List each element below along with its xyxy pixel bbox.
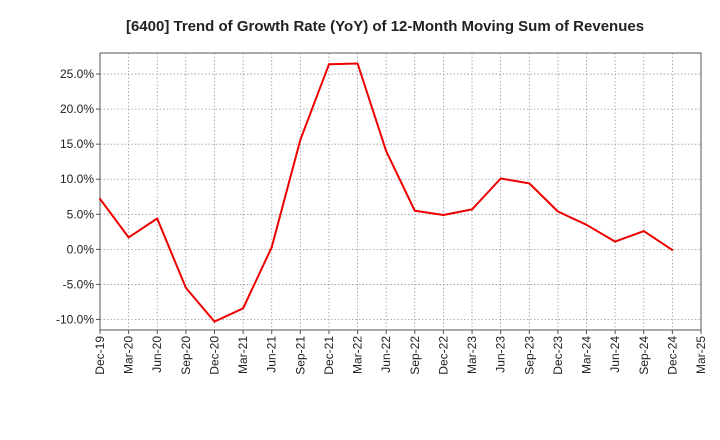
y-tick-label: 5.0% bbox=[67, 207, 95, 221]
x-tick-label: Sep-21 bbox=[293, 336, 307, 375]
x-tick-label: Sep-23 bbox=[522, 336, 536, 375]
data-point bbox=[327, 63, 330, 66]
y-tick-label: -10.0% bbox=[56, 312, 94, 326]
y-tick-label: -5.0% bbox=[63, 277, 95, 291]
x-tick-label: Mar-25 bbox=[694, 336, 708, 374]
x-tick-label: Dec-19 bbox=[93, 336, 107, 375]
data-point bbox=[442, 213, 445, 216]
data-point bbox=[671, 249, 674, 252]
x-tick-label: Mar-20 bbox=[122, 336, 136, 374]
data-point bbox=[99, 197, 101, 200]
x-tick-label: Jun-21 bbox=[265, 336, 279, 373]
x-tick-label: Dec-23 bbox=[551, 336, 565, 375]
y-tick-label: 0.0% bbox=[67, 242, 95, 256]
x-tick-label: Mar-21 bbox=[236, 336, 250, 374]
data-point bbox=[213, 320, 216, 323]
x-tick-label: Mar-24 bbox=[580, 336, 594, 374]
data-point bbox=[299, 138, 302, 141]
data-point bbox=[499, 177, 502, 180]
x-axis: Dec-19 Mar-20 Jun-20 Sep-20 Dec-20 Mar-21 Jun-… bbox=[93, 330, 708, 375]
x-tick-label: Dec-21 bbox=[322, 336, 336, 375]
data-point bbox=[270, 246, 273, 249]
data-point bbox=[585, 223, 588, 226]
y-axis: 25.0% 20.0% 15.0% 10.0% 5.0% 0.0% -5.0% -10.0% bbox=[56, 67, 100, 326]
x-tick-label: Dec-20 bbox=[207, 336, 221, 375]
data-point bbox=[242, 307, 245, 310]
chart-title: [6400] Trend of Growth Rate (YoY) of 12-… bbox=[126, 18, 644, 35]
data-point bbox=[184, 286, 187, 289]
x-tick-label: Sep-24 bbox=[637, 336, 651, 375]
x-tick-label: Mar-22 bbox=[351, 336, 365, 374]
series bbox=[99, 62, 674, 323]
grid bbox=[100, 53, 701, 330]
x-tick-label: Mar-23 bbox=[465, 336, 479, 374]
x-tick-label: Dec-22 bbox=[436, 336, 450, 375]
x-tick-label: Jun-23 bbox=[494, 336, 508, 373]
data-point bbox=[385, 150, 388, 153]
y-tick-label: 20.0% bbox=[60, 102, 94, 116]
x-tick-label: Sep-22 bbox=[408, 336, 422, 375]
x-tick-label: Dec-24 bbox=[665, 336, 679, 375]
data-point bbox=[413, 209, 416, 212]
data-point bbox=[614, 240, 617, 243]
data-point bbox=[156, 217, 159, 220]
y-tick-label: 15.0% bbox=[60, 137, 94, 151]
data-point bbox=[356, 62, 359, 65]
x-tick-label: Jun-20 bbox=[150, 336, 164, 373]
data-point bbox=[471, 208, 474, 211]
y-tick-label: 25.0% bbox=[60, 67, 94, 81]
x-tick-label: Jun-22 bbox=[379, 336, 393, 373]
plot-area bbox=[99, 52, 702, 331]
data-point bbox=[556, 210, 559, 213]
y-tick-label: 10.0% bbox=[60, 172, 94, 186]
x-tick-label: Jun-24 bbox=[608, 336, 622, 373]
data-point bbox=[528, 182, 531, 185]
data-point bbox=[127, 236, 130, 239]
data-point bbox=[642, 230, 645, 233]
x-tick-label: Sep-20 bbox=[179, 336, 193, 375]
